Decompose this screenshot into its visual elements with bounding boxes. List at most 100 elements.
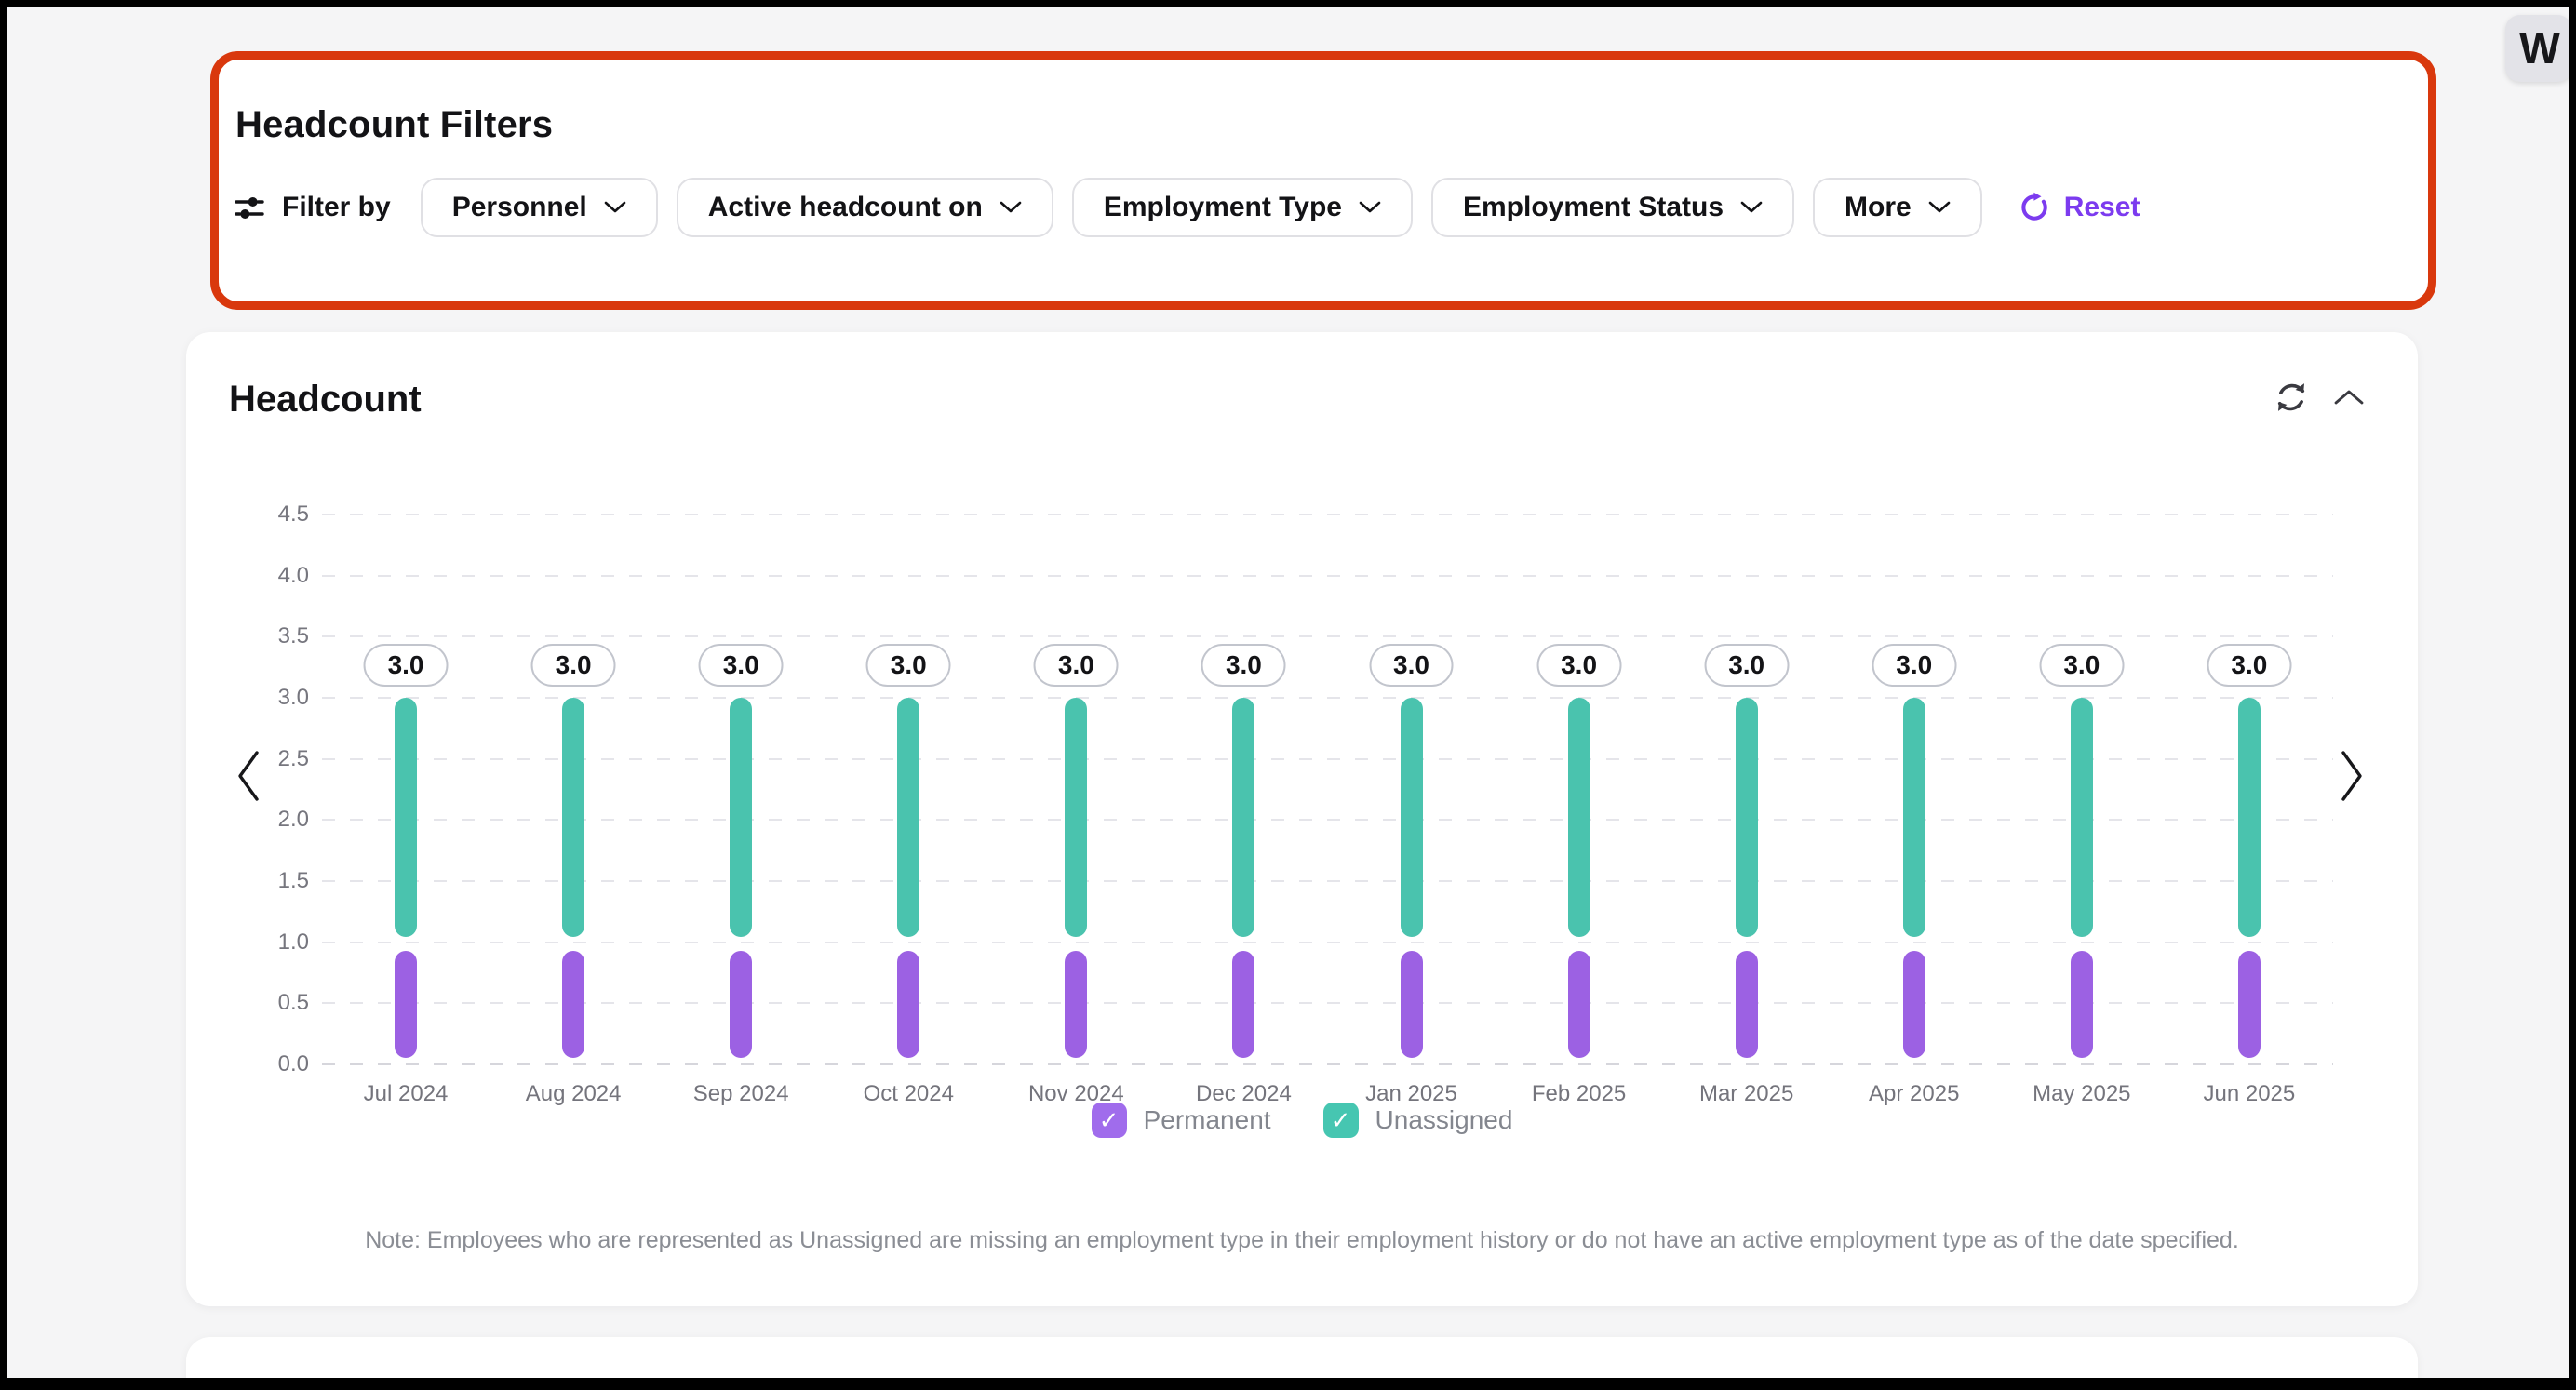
y-axis-label: 0.5 [277,990,309,1016]
card-actions [2273,379,2366,416]
bar-column: 3.0 Jul 2024 [322,515,490,1106]
dropdown-more[interactable]: More [1813,178,1982,237]
x-axis-label: Dec 2024 [1196,1081,1292,1106]
x-axis-label: Mar 2025 [1698,1081,1794,1106]
y-axis-label: 1.5 [277,868,309,893]
chevron-down-icon [604,201,626,213]
chart-title: Headcount [229,379,422,420]
bar-column: 3.0 Nov 2024 [992,515,1160,1106]
y-axis-label: 2.0 [277,807,309,833]
chevron-down-icon [1359,201,1381,213]
bar-total-pill: 3.0 [1201,644,1286,687]
chevron-down-icon [1000,201,1022,213]
page-background: W Headcount Filters [7,7,2569,1378]
previous-period-arrow[interactable] [233,747,264,805]
bar-total-pill: 3.0 [1872,644,1957,687]
bar-total-pill: 3.0 [1369,644,1454,687]
gridline [322,819,2333,822]
chevron-down-icon [1740,201,1763,213]
bar-column: 3.0 Feb 2025 [1496,515,1663,1106]
gridline [322,697,2333,699]
filters-panel-title: Headcount Filters [235,104,554,145]
x-axis-label: Apr 2025 [1869,1081,1960,1106]
headcount-filters-panel: Headcount Filters Filter by [210,51,2436,310]
dropdown-employment-status[interactable]: Employment Status [1430,178,1795,237]
w-logo-badge[interactable]: W [2505,15,2569,82]
bar-columns: 3.0 Jul 2024 3.0 Aug 2024 3.0 Sep 2024 3.0 Oct … [322,515,2333,1106]
bar-segment-permanent [1065,950,1088,1058]
bar-total-pill: 3.0 [698,644,784,687]
w-logo: W [2519,24,2559,73]
plot-area: 0.0 0.5 1.0 1.5 2.0 2.5 3.0 3.5 4.0 4.5 3.0 Jul 202… [278,501,2333,1106]
bar-segment-permanent [730,950,753,1058]
legend-label-unassigned: Unassigned [1375,1105,1513,1134]
x-axis-label: Nov 2024 [1027,1081,1124,1106]
x-axis-label: Sep 2024 [692,1081,789,1106]
bar-column: 3.0 May 2025 [1998,515,2166,1106]
reset-refresh-icon [2021,192,2047,221]
dropdown-active-headcount-on[interactable]: Active headcount on [676,178,1053,237]
headcount-card: Headcount 0.0 0.5 1.0 1.5 2.0 2.5 3.0 3.5 4.0 4.5… [186,332,2418,1306]
gridline [322,574,2333,577]
y-axis-label: 4.5 [277,501,309,527]
legend-item-unassigned[interactable]: ✓ Unassigned [1322,1103,1513,1138]
bar-segment-unassigned [897,698,920,937]
bar-segment-unassigned [1735,698,1758,937]
filter-by: Filter by [232,190,391,225]
filters-row: Filter by Personnel Active headcount on … [232,177,2140,238]
next-period-arrow[interactable] [2336,747,2368,805]
bar-column: 3.0 Jan 2025 [1327,515,1495,1106]
y-axis-label: 3.0 [277,685,309,710]
gridline [322,880,2333,882]
bar-segment-permanent [1400,950,1423,1058]
bar-segment-permanent [395,950,418,1058]
checkbox-checked-icon: ✓ [1322,1103,1359,1138]
dropdown-more-label: More [1845,192,1912,222]
bar-segment-unassigned [395,698,418,937]
legend-label-permanent: Permanent [1143,1105,1271,1134]
x-axis-label: Aug 2024 [525,1081,622,1106]
reset-button[interactable]: Reset [2018,191,2140,224]
bar-segment-permanent [1232,950,1255,1058]
bar-segment-permanent [1567,950,1590,1058]
collapse-chevron-up-icon[interactable] [2332,387,2366,408]
y-axis-label: 0.0 [277,1051,309,1076]
dropdown-employment-type-label: Employment Type [1103,192,1342,222]
sliders-icon [232,190,267,225]
dropdown-employment-type[interactable]: Employment Type [1071,178,1413,237]
dropdown-active-headcount-on-label: Active headcount on [707,192,983,222]
x-axis-label: Feb 2025 [1531,1081,1627,1106]
checkbox-checked-icon: ✓ [1091,1103,1127,1138]
gridline [322,635,2333,638]
bar-segment-unassigned [1902,698,1925,937]
bar-segment-unassigned [2237,698,2261,937]
legend-item-permanent[interactable]: ✓ Permanent [1091,1103,1271,1138]
bar-segment-unassigned [1232,698,1255,937]
bar-segment-permanent [897,950,920,1058]
bar-segment-unassigned [1400,698,1423,937]
dropdown-personnel-label: Personnel [451,192,587,222]
bar-total-pill: 3.0 [2207,644,2292,687]
bar-segment-unassigned [2070,698,2093,937]
bar-segment-permanent [1902,950,1925,1058]
y-axis-label: 3.5 [277,623,309,649]
refresh-icon[interactable] [2273,379,2310,416]
gridline [322,1063,2333,1065]
gridline [322,941,2333,943]
bar-segment-permanent [1735,950,1758,1058]
gridline [322,757,2333,760]
bar-total-pill: 3.0 [530,644,616,687]
bar-total-pill: 3.0 [363,644,449,687]
bar-total-pill: 3.0 [1704,644,1790,687]
filter-by-label: Filter by [282,192,391,222]
bar-segment-unassigned [1567,698,1590,937]
bar-segment-unassigned [562,698,585,937]
y-axis-label: 4.0 [277,562,309,588]
gridline [322,514,2333,515]
reset-label: Reset [2063,192,2140,222]
bar-column: 3.0 Oct 2024 [825,515,992,1106]
bar-segment-unassigned [1065,698,1088,937]
y-axis-label: 1.0 [277,929,309,955]
dropdown-personnel[interactable]: Personnel [420,178,658,237]
